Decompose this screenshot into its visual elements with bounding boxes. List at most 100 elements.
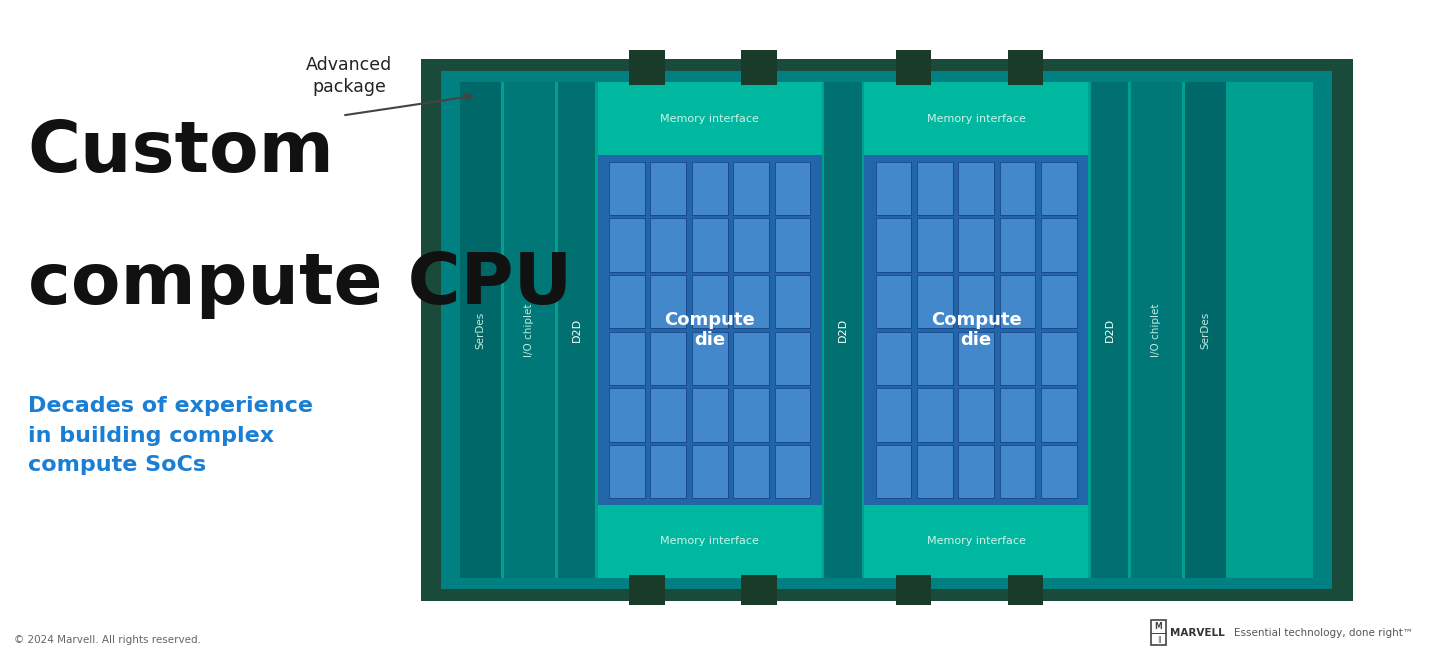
Bar xyxy=(876,275,911,329)
Bar xyxy=(1000,445,1036,498)
Text: Memory interface: Memory interface xyxy=(660,114,759,123)
Bar xyxy=(896,50,931,85)
Bar xyxy=(916,218,953,272)
Bar xyxy=(692,331,728,385)
Bar xyxy=(876,162,911,215)
Bar xyxy=(775,162,810,215)
Bar xyxy=(876,218,911,272)
Bar xyxy=(692,388,728,442)
Bar xyxy=(610,162,646,215)
Bar xyxy=(1040,162,1076,215)
Bar xyxy=(775,388,810,442)
Bar xyxy=(1040,388,1076,442)
Bar xyxy=(775,445,810,498)
Bar xyxy=(876,388,911,442)
Bar xyxy=(733,388,769,442)
Bar xyxy=(692,275,728,329)
Bar xyxy=(916,275,953,329)
Bar xyxy=(958,162,994,215)
Bar xyxy=(958,388,994,442)
Bar xyxy=(1040,445,1076,498)
Bar xyxy=(598,155,821,505)
Bar xyxy=(460,82,501,578)
Bar xyxy=(775,445,810,498)
Bar xyxy=(1040,275,1076,329)
Bar xyxy=(1091,82,1128,578)
Bar xyxy=(1131,82,1182,578)
Text: SerDes: SerDes xyxy=(476,312,486,348)
Bar xyxy=(733,275,769,329)
Bar xyxy=(775,218,810,272)
Bar xyxy=(630,575,664,605)
Bar xyxy=(1040,218,1076,272)
Bar xyxy=(916,162,953,215)
Bar xyxy=(916,331,953,385)
Bar xyxy=(610,162,646,215)
Bar xyxy=(1040,218,1076,272)
Bar xyxy=(650,275,686,329)
Bar xyxy=(650,275,686,329)
Text: Custom: Custom xyxy=(27,117,334,187)
Bar xyxy=(1000,162,1036,215)
Bar xyxy=(733,218,769,272)
Bar xyxy=(1007,50,1043,85)
Bar xyxy=(610,275,646,329)
Text: SerDes: SerDes xyxy=(1200,312,1210,348)
Bar xyxy=(733,331,769,385)
Bar xyxy=(1007,575,1043,605)
Bar xyxy=(775,218,810,272)
Bar xyxy=(733,331,769,385)
Bar xyxy=(558,82,595,578)
Bar xyxy=(741,575,777,605)
Bar xyxy=(733,388,769,442)
Bar xyxy=(650,331,686,385)
Bar xyxy=(1000,331,1036,385)
Bar xyxy=(1151,620,1166,645)
Bar xyxy=(916,445,953,498)
Bar xyxy=(958,218,994,272)
Bar xyxy=(733,162,769,215)
Text: compute CPU: compute CPU xyxy=(27,249,572,319)
Bar xyxy=(650,445,686,498)
Bar xyxy=(876,445,911,498)
Bar xyxy=(741,50,777,85)
Bar xyxy=(610,331,646,385)
Bar xyxy=(1000,218,1036,272)
Bar xyxy=(650,388,686,442)
Bar xyxy=(775,331,810,385)
Bar xyxy=(692,162,728,215)
Bar xyxy=(865,155,1088,505)
Bar xyxy=(865,82,1088,155)
Bar xyxy=(610,218,646,272)
Bar xyxy=(441,71,1331,589)
Bar xyxy=(610,218,646,272)
Bar xyxy=(610,388,646,442)
Bar xyxy=(1000,218,1036,272)
Bar xyxy=(958,331,994,385)
Bar xyxy=(610,331,646,385)
Bar xyxy=(1040,162,1076,215)
Text: ‖: ‖ xyxy=(1157,636,1160,643)
Bar xyxy=(958,162,994,215)
Bar xyxy=(876,275,911,329)
Text: MARVELL: MARVELL xyxy=(1170,628,1225,638)
Bar xyxy=(598,82,821,155)
Bar xyxy=(610,275,646,329)
Bar xyxy=(504,82,555,578)
Bar xyxy=(692,162,728,215)
Bar xyxy=(1040,275,1076,329)
Bar xyxy=(1000,388,1036,442)
Text: Decades of experience
in building complex
compute SoCs: Decades of experience in building comple… xyxy=(27,396,313,475)
Bar xyxy=(775,388,810,442)
Bar xyxy=(733,445,769,498)
Bar xyxy=(650,162,686,215)
Text: M: M xyxy=(1154,622,1163,631)
Text: D2D: D2D xyxy=(839,318,847,342)
Bar xyxy=(733,162,769,215)
Bar xyxy=(650,331,686,385)
Bar xyxy=(692,218,728,272)
Bar xyxy=(1000,275,1036,329)
Bar xyxy=(1040,331,1076,385)
Bar xyxy=(610,445,646,498)
Bar xyxy=(916,218,953,272)
